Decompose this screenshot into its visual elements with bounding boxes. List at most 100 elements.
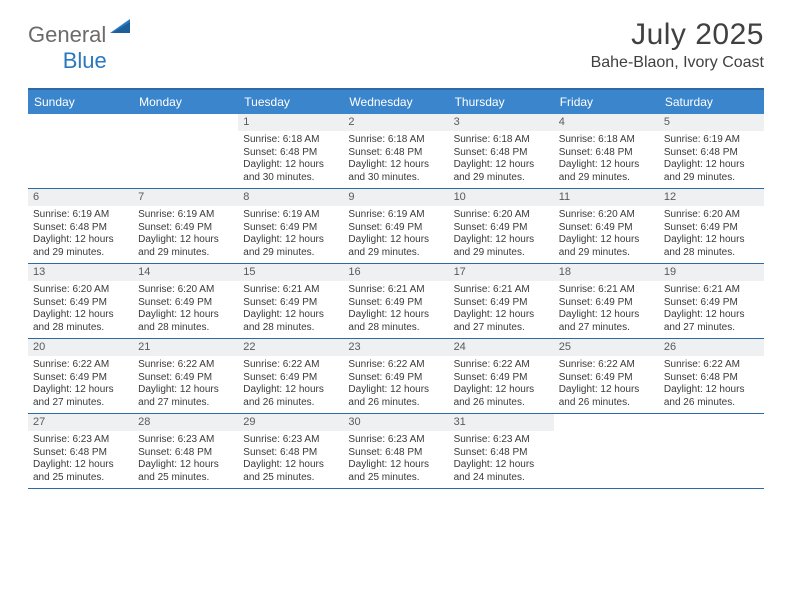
sunset-text: Sunset: 6:48 PM (348, 447, 443, 460)
daylight-text: Daylight: 12 hours and 27 minutes. (664, 309, 759, 334)
day-cell: Sunrise: 6:21 AMSunset: 6:49 PMDaylight:… (343, 281, 448, 338)
sunrise-text: Sunrise: 6:21 AM (664, 284, 759, 297)
day-number: 19 (659, 264, 764, 281)
day-cell (554, 431, 659, 488)
month-title: July 2025 (591, 18, 764, 52)
sunrise-text: Sunrise: 6:19 AM (664, 134, 759, 147)
daylight-text: Daylight: 12 hours and 26 minutes. (559, 384, 654, 409)
weekday-header: Sunday Monday Tuesday Wednesday Thursday… (28, 88, 764, 114)
day-cell (659, 431, 764, 488)
day-number: 17 (449, 264, 554, 281)
sunset-text: Sunset: 6:48 PM (559, 147, 654, 160)
day-cell: Sunrise: 6:19 AMSunset: 6:49 PMDaylight:… (238, 206, 343, 263)
day-cell: Sunrise: 6:20 AMSunset: 6:49 PMDaylight:… (659, 206, 764, 263)
day-cell: Sunrise: 6:18 AMSunset: 6:48 PMDaylight:… (238, 131, 343, 188)
day-number: 12 (659, 189, 764, 206)
sunrise-text: Sunrise: 6:21 AM (348, 284, 443, 297)
weekday-mon: Monday (133, 90, 238, 114)
logo-triangle-icon (110, 15, 132, 41)
day-cell: Sunrise: 6:21 AMSunset: 6:49 PMDaylight:… (238, 281, 343, 338)
daylight-text: Daylight: 12 hours and 28 minutes. (664, 234, 759, 259)
sunrise-text: Sunrise: 6:20 AM (559, 209, 654, 222)
sunset-text: Sunset: 6:49 PM (138, 222, 233, 235)
week-row: Sunrise: 6:19 AM Sunset: 6:48 PM Daylight:… (28, 206, 764, 264)
daylight-text: Daylight: 12 hours and 28 minutes. (243, 309, 338, 334)
sunrise-text: Sunrise: 6:22 AM (138, 359, 233, 372)
day-cell: Sunrise: 6:21 AMSunset: 6:49 PMDaylight:… (449, 281, 554, 338)
sunrise-text: Sunrise: 6:20 AM (33, 284, 128, 297)
sunrise-text: Sunrise: 6:22 AM (454, 359, 549, 372)
title-block: July 2025 Bahe-Blaon, Ivory Coast (591, 18, 764, 72)
daylight-text: Daylight: 12 hours and 28 minutes. (138, 309, 233, 334)
sunrise-text: Sunrise: 6:18 AM (454, 134, 549, 147)
sunset-text: Sunset: 6:49 PM (454, 222, 549, 235)
day-number-row: 2728293031 (28, 414, 764, 431)
day-number (659, 414, 764, 431)
sunrise-text: Sunrise: 6:23 AM (348, 434, 443, 447)
daylight-text: Daylight: 12 hours and 29 minutes. (664, 159, 759, 184)
sunset-text: Sunset: 6:49 PM (348, 372, 443, 385)
sunset-text: Sunset: 6:48 PM (138, 447, 233, 460)
sunrise-text: Sunrise: 6:22 AM (33, 359, 128, 372)
logo-word-2: Blue (63, 48, 107, 74)
sunset-text: Sunset: 6:49 PM (243, 297, 338, 310)
day-number: 13 (28, 264, 133, 281)
daylight-text: Daylight: 12 hours and 25 minutes. (33, 459, 128, 484)
day-number: 6 (28, 189, 133, 206)
daylight-text: Daylight: 12 hours and 29 minutes. (348, 234, 443, 259)
day-number (28, 114, 133, 131)
daylight-text: Daylight: 12 hours and 26 minutes. (243, 384, 338, 409)
day-number: 30 (343, 414, 448, 431)
day-cell: Sunrise: 6:22 AMSunset: 6:48 PMDaylight:… (659, 356, 764, 413)
daylight-text: Daylight: 12 hours and 29 minutes. (454, 159, 549, 184)
day-cell: Sunrise: 6:22 AMSunset: 6:49 PMDaylight:… (133, 356, 238, 413)
daylight-text: Daylight: 12 hours and 25 minutes. (243, 459, 338, 484)
sunset-text: Sunset: 6:49 PM (559, 297, 654, 310)
day-cell: Sunrise: 6:20 AMSunset: 6:49 PMDaylight:… (133, 281, 238, 338)
sunrise-text: Sunrise: 6:21 AM (243, 284, 338, 297)
day-number: 8 (238, 189, 343, 206)
logo-word-1: General (28, 22, 106, 48)
sunset-text: Sunset: 6:49 PM (33, 372, 128, 385)
sunset-text: Sunset: 6:48 PM (664, 147, 759, 160)
daylight-text: Daylight: 12 hours and 26 minutes. (348, 384, 443, 409)
sunset-text: Sunset: 6:49 PM (243, 222, 338, 235)
day-number: 3 (449, 114, 554, 131)
week-row: Sunrise: 6:20 AMSunset: 6:49 PMDaylight:… (28, 281, 764, 339)
sunset-text: Sunset: 6:49 PM (559, 372, 654, 385)
day-cell: Sunrise: 6:22 AMSunset: 6:49 PMDaylight:… (449, 356, 554, 413)
day-number: 21 (133, 339, 238, 356)
sunrise-text: Sunrise: 6:22 AM (243, 359, 338, 372)
calendar-grid: 12345Sunrise: 6:18 AMSunset: 6:48 PMDayl… (28, 114, 764, 489)
sunset-text: Sunset: 6:49 PM (664, 297, 759, 310)
sunset-text: Sunset: 6:48 PM (454, 147, 549, 160)
sunrise-text: Sunrise: 6:23 AM (243, 434, 338, 447)
daylight-text: Daylight: 12 hours and 26 minutes. (664, 384, 759, 409)
day-number: 20 (28, 339, 133, 356)
day-number (554, 414, 659, 431)
daylight-text: Daylight: 12 hours and 28 minutes. (348, 309, 443, 334)
day-cell: Sunrise: 6:23 AMSunset: 6:48 PMDaylight:… (238, 431, 343, 488)
sunrise-text: Sunrise: 6:18 AM (348, 134, 443, 147)
day-cell: Sunrise: 6:18 AMSunset: 6:48 PMDaylight:… (343, 131, 448, 188)
sunset-text: Sunset: 6:49 PM (138, 297, 233, 310)
day-cell: Sunrise: 6:23 AMSunset: 6:48 PMDaylight:… (449, 431, 554, 488)
daylight-text: Daylight: 12 hours and 30 minutes. (243, 159, 338, 184)
weekday-wed: Wednesday (343, 90, 448, 114)
day-number: 5 (659, 114, 764, 131)
daylight-text: Daylight: 12 hours and 24 minutes. (454, 459, 549, 484)
day-cell: Sunrise: 6:18 AMSunset: 6:48 PMDaylight:… (554, 131, 659, 188)
day-cell: Sunrise: 6:22 AMSunset: 6:49 PMDaylight:… (554, 356, 659, 413)
day-number: 22 (238, 339, 343, 356)
daylight-text: Daylight: 12 hours and 29 minutes. (559, 234, 654, 259)
sunrise-text: Sunrise: 6:19 AM (138, 209, 233, 222)
sunset-text: Sunset: 6:49 PM (664, 222, 759, 235)
day-cell: Sunrise: 6:22 AMSunset: 6:49 PMDaylight:… (28, 356, 133, 413)
day-number: 2 (343, 114, 448, 131)
sunrise-text: Sunrise: 6:19 AM (348, 209, 443, 222)
location: Bahe-Blaon, Ivory Coast (591, 54, 764, 72)
sunset-text: Sunset: 6:49 PM (454, 297, 549, 310)
sunset-text: Sunset: 6:48 PM (33, 222, 128, 235)
day-cell: Sunrise: 6:22 AMSunset: 6:49 PMDaylight:… (343, 356, 448, 413)
day-number: 29 (238, 414, 343, 431)
